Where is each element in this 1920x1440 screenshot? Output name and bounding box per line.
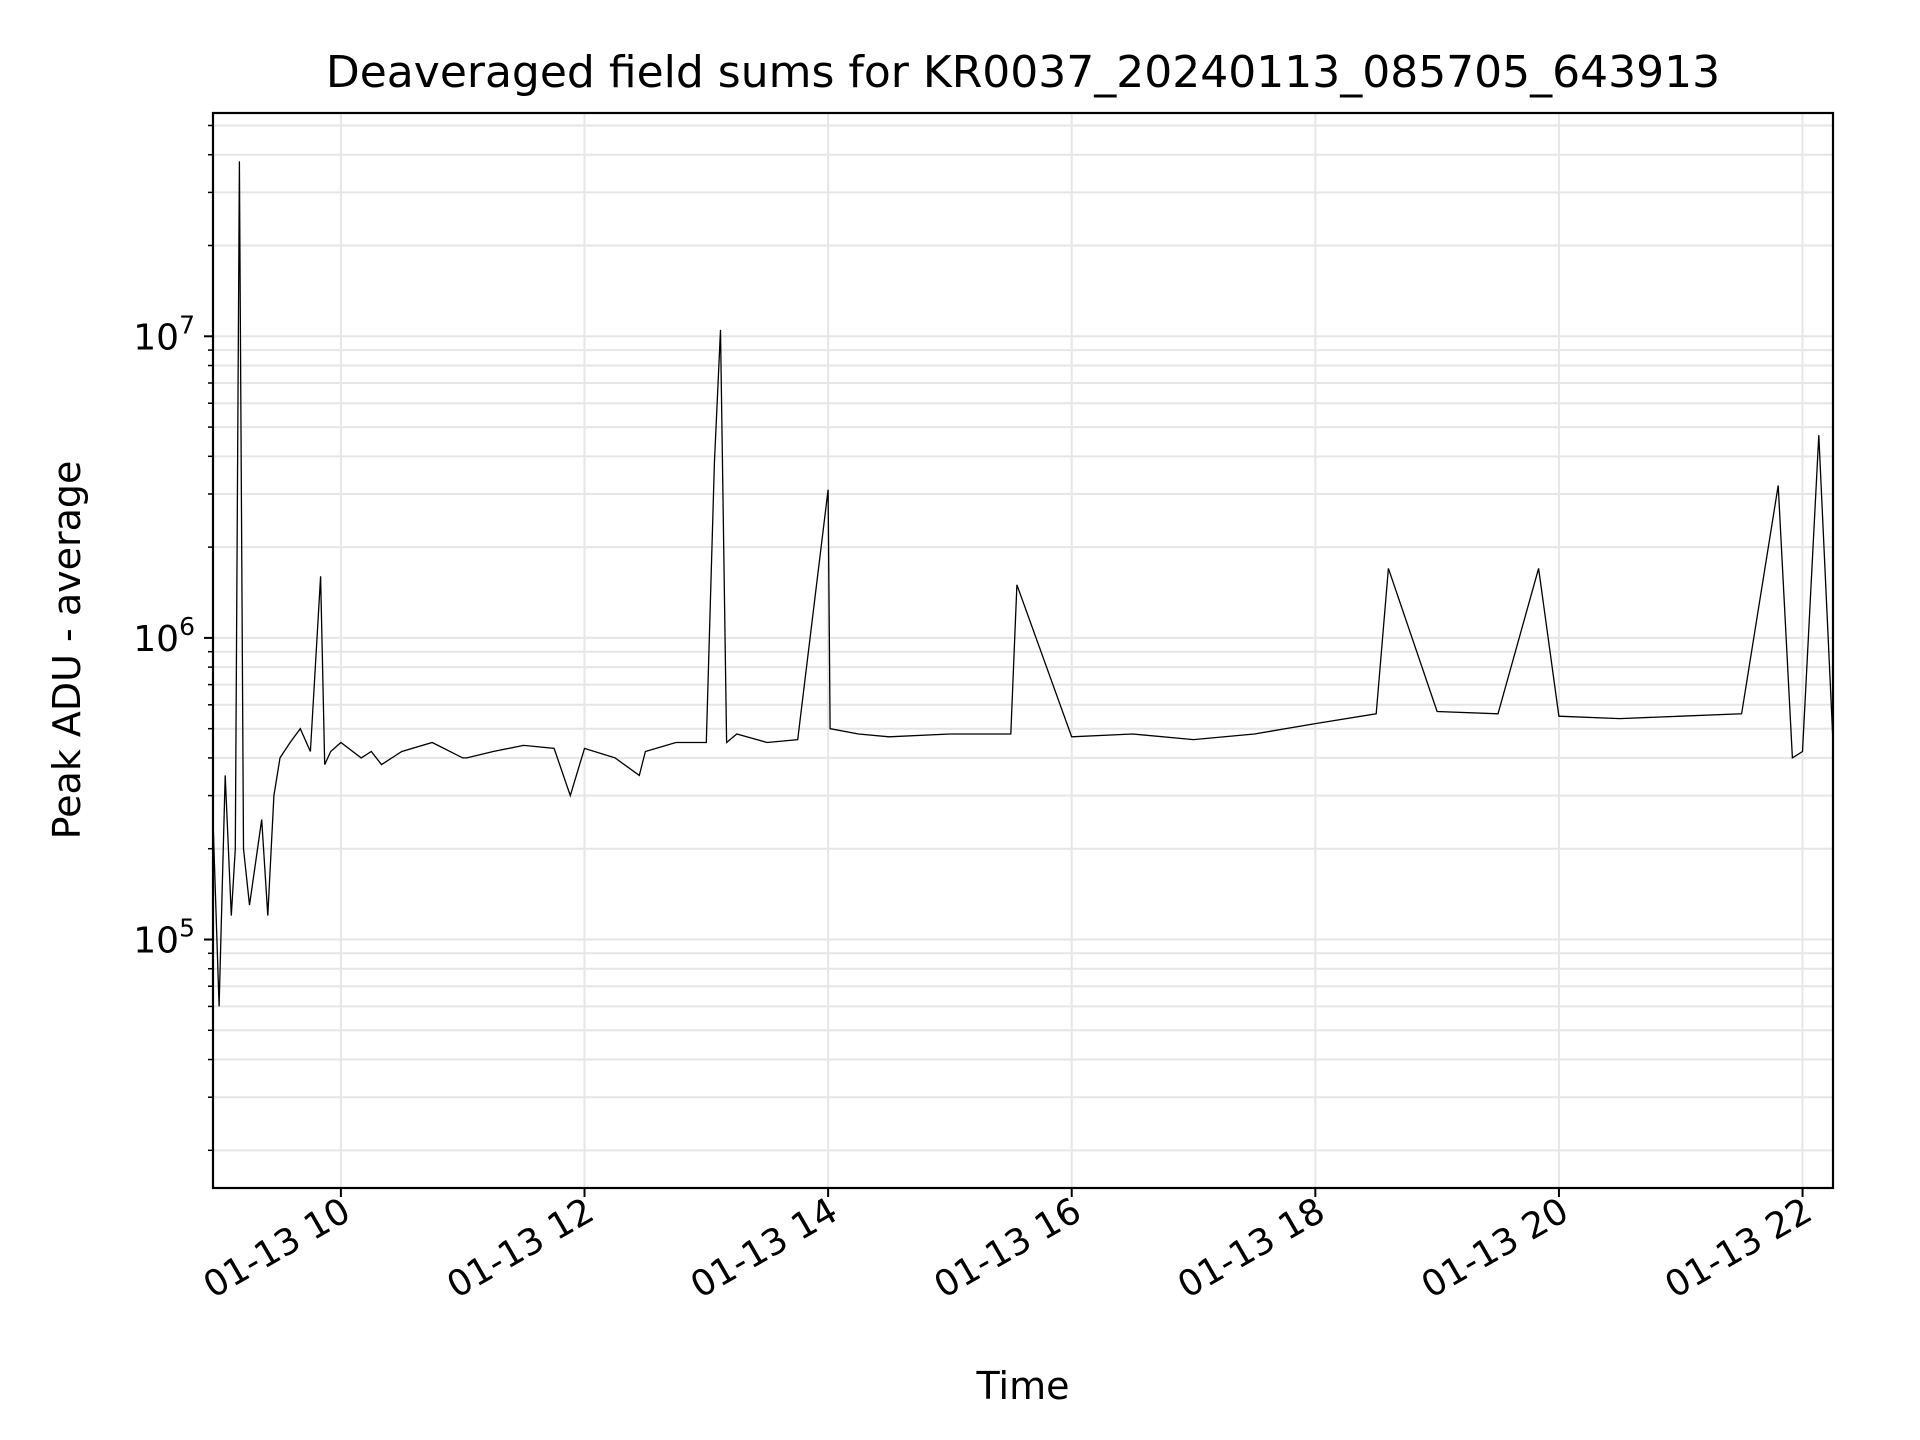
chart-title: Deaveraged field sums for KR0037_2024011… — [326, 47, 1720, 98]
series-layer — [212, 161, 1834, 1007]
y-tick-label: 106 — [133, 612, 195, 660]
grid — [213, 113, 1833, 1188]
y-axis: 105 106 107 — [133, 124, 213, 1152]
y-tick-label: 107 — [133, 310, 195, 358]
series-line — [212, 161, 1834, 1007]
plot-frame — [211, 111, 1835, 1190]
y-tick-label: 105 — [133, 914, 195, 962]
x-axis-label: Time — [976, 1364, 1070, 1408]
y-axis-label: Peak ADU - average — [45, 461, 89, 840]
